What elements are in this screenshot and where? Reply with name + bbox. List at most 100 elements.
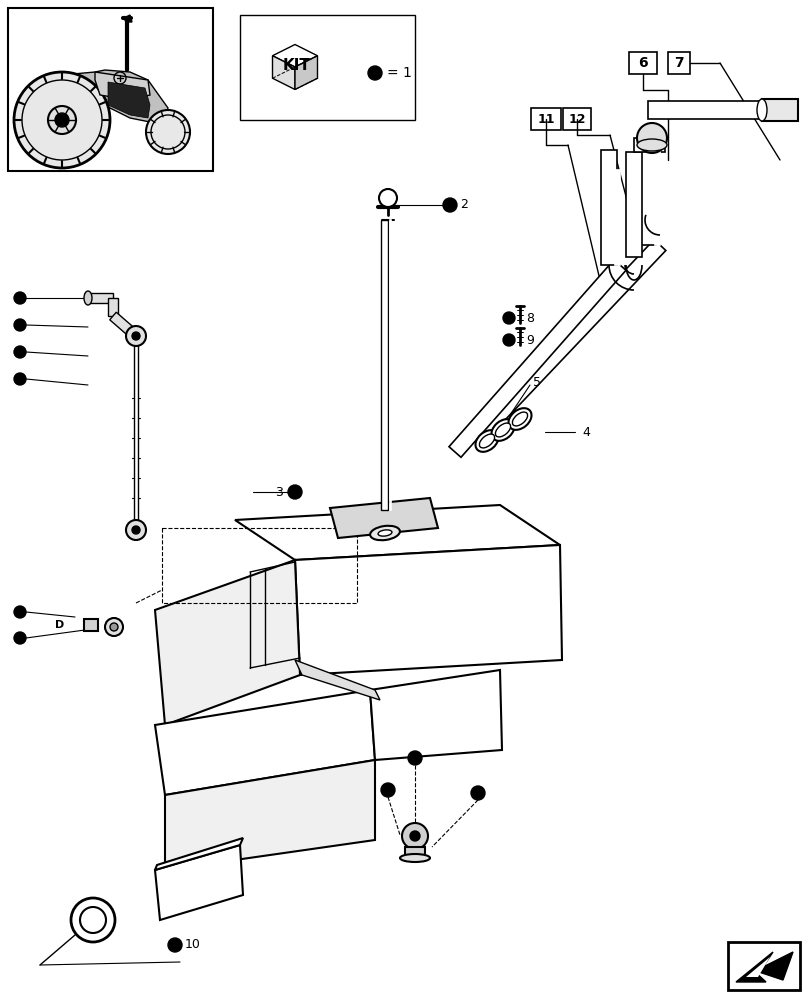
Text: 4: 4 bbox=[581, 426, 589, 438]
Polygon shape bbox=[234, 505, 560, 560]
Ellipse shape bbox=[491, 419, 514, 441]
Polygon shape bbox=[165, 760, 375, 870]
Ellipse shape bbox=[512, 412, 527, 426]
Polygon shape bbox=[735, 952, 792, 982]
Circle shape bbox=[14, 346, 26, 358]
Text: 3: 3 bbox=[275, 486, 283, 498]
Polygon shape bbox=[448, 260, 625, 457]
Ellipse shape bbox=[756, 99, 766, 121]
Circle shape bbox=[80, 907, 106, 933]
Polygon shape bbox=[109, 312, 139, 340]
Circle shape bbox=[407, 751, 422, 765]
Text: 2: 2 bbox=[460, 198, 467, 212]
Text: D: D bbox=[55, 620, 65, 630]
Circle shape bbox=[14, 606, 26, 618]
Circle shape bbox=[132, 526, 139, 534]
Text: 8: 8 bbox=[526, 312, 534, 324]
Circle shape bbox=[288, 485, 302, 499]
Bar bbox=[240, 15, 414, 120]
Polygon shape bbox=[647, 101, 779, 119]
Circle shape bbox=[126, 326, 146, 346]
Circle shape bbox=[109, 623, 118, 631]
Bar bbox=[84, 619, 98, 631]
Circle shape bbox=[71, 898, 115, 942]
Circle shape bbox=[146, 110, 190, 154]
Polygon shape bbox=[294, 660, 380, 700]
Polygon shape bbox=[381, 220, 388, 510]
Polygon shape bbox=[62, 70, 168, 122]
Circle shape bbox=[14, 72, 109, 168]
Polygon shape bbox=[272, 56, 294, 90]
Text: = 1: = 1 bbox=[387, 66, 411, 80]
Circle shape bbox=[380, 783, 394, 797]
Circle shape bbox=[168, 938, 182, 952]
Ellipse shape bbox=[478, 434, 494, 448]
Polygon shape bbox=[272, 45, 317, 67]
Text: 11: 11 bbox=[537, 113, 554, 126]
Circle shape bbox=[105, 618, 122, 636]
Ellipse shape bbox=[84, 291, 92, 305]
Polygon shape bbox=[615, 170, 620, 265]
Bar bbox=[667, 52, 689, 74]
Circle shape bbox=[443, 198, 457, 212]
Polygon shape bbox=[654, 150, 659, 245]
Polygon shape bbox=[124, 15, 132, 22]
Bar bbox=[727, 942, 799, 990]
Bar bbox=[629, 52, 656, 74]
Polygon shape bbox=[600, 150, 616, 265]
Polygon shape bbox=[390, 220, 391, 510]
Text: 12: 12 bbox=[568, 113, 585, 126]
Polygon shape bbox=[639, 130, 655, 245]
Polygon shape bbox=[294, 545, 561, 675]
Circle shape bbox=[14, 292, 26, 304]
Text: KIT: KIT bbox=[283, 58, 311, 73]
Text: 9: 9 bbox=[526, 334, 533, 347]
Polygon shape bbox=[370, 670, 501, 760]
Bar bbox=[562, 108, 590, 130]
Ellipse shape bbox=[475, 430, 498, 452]
Circle shape bbox=[132, 332, 139, 340]
Ellipse shape bbox=[495, 423, 510, 437]
Circle shape bbox=[14, 632, 26, 644]
Ellipse shape bbox=[370, 526, 399, 540]
Text: 6: 6 bbox=[637, 56, 647, 70]
Polygon shape bbox=[155, 838, 242, 870]
Circle shape bbox=[470, 786, 484, 800]
Bar bbox=[405, 847, 424, 857]
Polygon shape bbox=[155, 845, 242, 920]
Bar bbox=[8, 8, 212, 171]
Bar bbox=[162, 528, 357, 603]
Text: 5: 5 bbox=[532, 375, 540, 388]
Polygon shape bbox=[329, 498, 437, 538]
Polygon shape bbox=[108, 82, 150, 118]
Circle shape bbox=[367, 66, 381, 80]
Ellipse shape bbox=[636, 139, 666, 151]
Circle shape bbox=[55, 113, 69, 127]
Polygon shape bbox=[745, 957, 769, 977]
Ellipse shape bbox=[508, 408, 531, 430]
Text: 7: 7 bbox=[673, 56, 683, 70]
Polygon shape bbox=[108, 298, 118, 316]
Polygon shape bbox=[134, 336, 138, 530]
Circle shape bbox=[48, 106, 76, 134]
Polygon shape bbox=[294, 56, 317, 90]
Polygon shape bbox=[155, 690, 375, 795]
Ellipse shape bbox=[378, 530, 392, 536]
Bar bbox=[530, 108, 560, 130]
Circle shape bbox=[14, 319, 26, 331]
Polygon shape bbox=[469, 239, 665, 446]
Circle shape bbox=[410, 831, 419, 841]
Polygon shape bbox=[633, 138, 664, 152]
Circle shape bbox=[502, 334, 514, 346]
Bar bbox=[761, 99, 797, 121]
Ellipse shape bbox=[400, 854, 430, 862]
Circle shape bbox=[636, 123, 666, 153]
Polygon shape bbox=[155, 560, 299, 725]
Polygon shape bbox=[88, 293, 113, 303]
Circle shape bbox=[14, 373, 26, 385]
Circle shape bbox=[379, 189, 397, 207]
Text: 10: 10 bbox=[185, 938, 200, 951]
Circle shape bbox=[401, 823, 427, 849]
Polygon shape bbox=[625, 152, 642, 257]
Circle shape bbox=[126, 520, 146, 540]
